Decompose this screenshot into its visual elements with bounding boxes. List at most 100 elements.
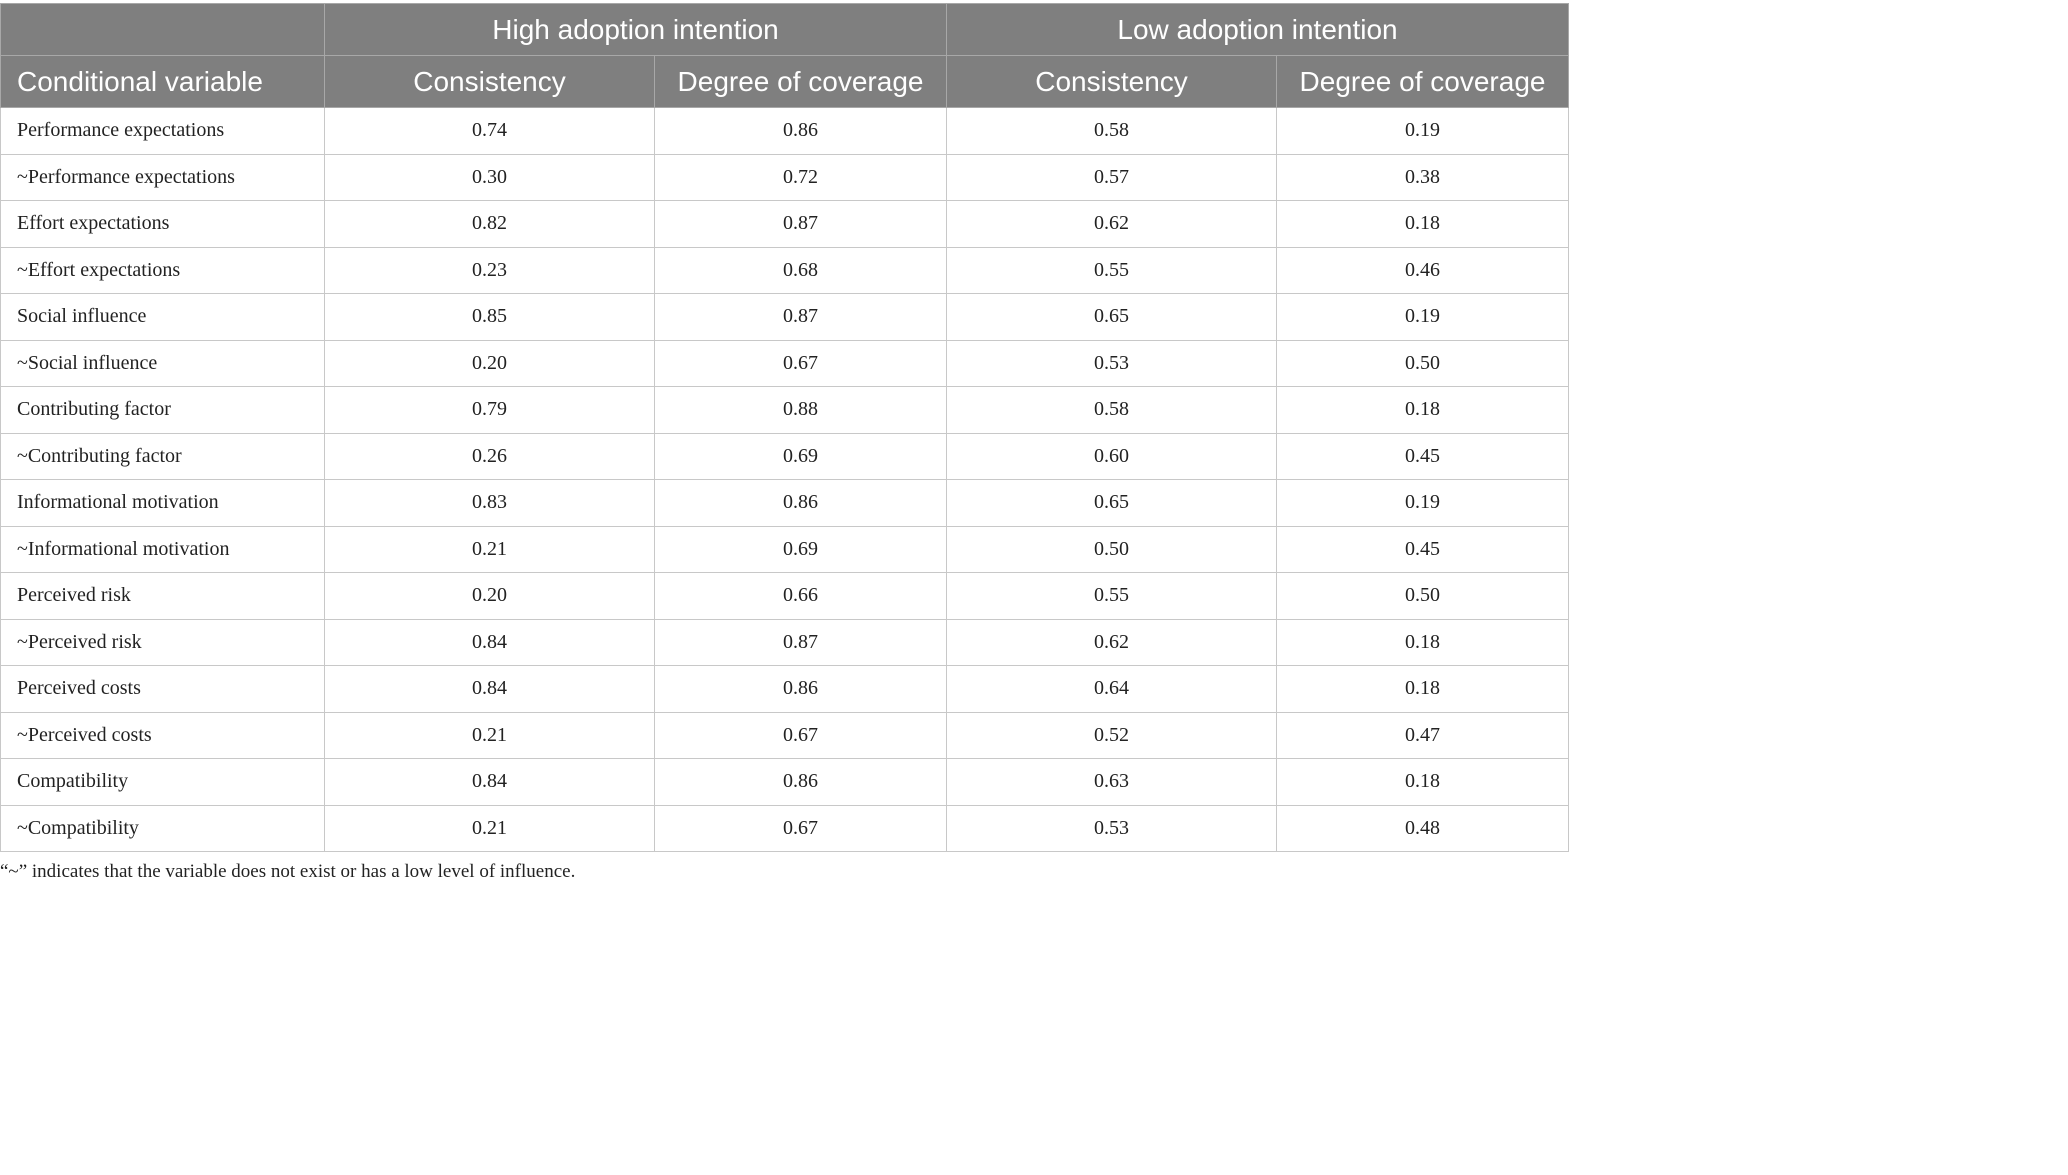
high-coverage-cell: 0.86 bbox=[653, 479, 948, 527]
high-consistency-cell: 0.21 bbox=[324, 804, 655, 852]
low-consistency-cell: 0.65 bbox=[946, 293, 1278, 341]
variable-name-cell: ~Performance expectations bbox=[0, 153, 325, 201]
table-row: ~Social influence 0.20 0.67 0.53 0.50 bbox=[0, 339, 1570, 387]
low-coverage-cell: 0.38 bbox=[1276, 153, 1570, 201]
variable-name-cell: ~Perceived costs bbox=[0, 711, 325, 759]
low-coverage-cell: 0.18 bbox=[1276, 386, 1570, 434]
table-row: ~Contributing factor 0.26 0.69 0.60 0.45 bbox=[0, 432, 1570, 480]
table-row: ~Perceived risk 0.84 0.87 0.62 0.18 bbox=[0, 618, 1570, 666]
high-consistency-cell: 0.20 bbox=[324, 572, 655, 620]
variable-name-cell: Perceived risk bbox=[0, 572, 325, 620]
low-consistency-cell: 0.50 bbox=[946, 525, 1278, 573]
table-row: Performance expectations 0.74 0.86 0.58 0.19 bbox=[0, 107, 1570, 155]
variable-name-cell: ~Perceived risk bbox=[0, 618, 325, 666]
low-coverage-cell: 0.47 bbox=[1276, 711, 1570, 759]
table-body: Performance expectations 0.74 0.86 0.58 0.19… bbox=[0, 107, 1570, 852]
low-consistency-cell: 0.58 bbox=[946, 107, 1278, 155]
data-table-container: High adoption intention Low adoption int… bbox=[0, 3, 1570, 852]
variable-name-cell: ~Social influence bbox=[0, 339, 325, 387]
table-row: Compatibility 0.84 0.86 0.63 0.18 bbox=[0, 758, 1570, 806]
high-coverage-cell: 0.67 bbox=[653, 804, 948, 852]
table-row: Effort expectations 0.82 0.87 0.62 0.18 bbox=[0, 200, 1570, 248]
low-consistency-cell: 0.62 bbox=[946, 200, 1278, 248]
group-header-blank bbox=[0, 3, 325, 56]
high-coverage-cell: 0.87 bbox=[653, 200, 948, 248]
group-header-row: High adoption intention Low adoption int… bbox=[0, 3, 1570, 56]
table-row: Social influence 0.85 0.87 0.65 0.19 bbox=[0, 293, 1570, 341]
low-coverage-cell: 0.48 bbox=[1276, 804, 1570, 852]
low-consistency-cell: 0.63 bbox=[946, 758, 1278, 806]
low-coverage-cell: 0.45 bbox=[1276, 432, 1570, 480]
table-row: Contributing factor 0.79 0.88 0.58 0.18 bbox=[0, 386, 1570, 434]
low-consistency-cell: 0.64 bbox=[946, 665, 1278, 713]
high-coverage-cell: 0.69 bbox=[653, 432, 948, 480]
table-row: Perceived risk 0.20 0.66 0.55 0.50 bbox=[0, 572, 1570, 620]
table-row: ~Performance expectations 0.30 0.72 0.57 0.3… bbox=[0, 153, 1570, 201]
low-coverage-cell: 0.19 bbox=[1276, 479, 1570, 527]
low-consistency-cell: 0.58 bbox=[946, 386, 1278, 434]
high-consistency-cell: 0.30 bbox=[324, 153, 655, 201]
table-row: ~Effort expectations 0.23 0.68 0.55 0.46 bbox=[0, 246, 1570, 294]
variable-name-cell: Informational motivation bbox=[0, 479, 325, 527]
high-coverage-cell: 0.88 bbox=[653, 386, 948, 434]
group-header-high-adoption: High adoption intention bbox=[323, 3, 948, 56]
low-coverage-cell: 0.18 bbox=[1276, 758, 1570, 806]
table-row: Perceived costs 0.84 0.86 0.64 0.18 bbox=[0, 665, 1570, 713]
high-coverage-cell: 0.87 bbox=[653, 293, 948, 341]
low-coverage-cell: 0.18 bbox=[1276, 200, 1570, 248]
table-footnote: “~” indicates that the variable does not… bbox=[0, 861, 576, 882]
high-consistency-cell: 0.21 bbox=[324, 525, 655, 573]
high-consistency-cell: 0.82 bbox=[324, 200, 655, 248]
variable-name-cell: ~Effort expectations bbox=[0, 246, 325, 294]
high-consistency-cell: 0.79 bbox=[324, 386, 655, 434]
table-row: ~Compatibility 0.21 0.67 0.53 0.48 bbox=[0, 804, 1570, 852]
column-header-high-consistency: Consistency bbox=[324, 55, 655, 108]
high-coverage-cell: 0.66 bbox=[653, 572, 948, 620]
low-consistency-cell: 0.55 bbox=[946, 572, 1278, 620]
high-consistency-cell: 0.84 bbox=[324, 758, 655, 806]
high-consistency-cell: 0.83 bbox=[324, 479, 655, 527]
table-row: ~Perceived costs 0.21 0.67 0.52 0.47 bbox=[0, 711, 1570, 759]
high-consistency-cell: 0.84 bbox=[324, 618, 655, 666]
variable-name-cell: ~Informational motivation bbox=[0, 525, 325, 573]
low-coverage-cell: 0.50 bbox=[1276, 572, 1570, 620]
column-header-high-coverage: Degree of coverage bbox=[653, 55, 948, 108]
low-consistency-cell: 0.62 bbox=[946, 618, 1278, 666]
low-consistency-cell: 0.55 bbox=[946, 246, 1278, 294]
group-header-low-adoption: Low adoption intention bbox=[946, 3, 1570, 56]
high-coverage-cell: 0.67 bbox=[653, 711, 948, 759]
high-coverage-cell: 0.68 bbox=[653, 246, 948, 294]
column-header-conditional-variable: Conditional variable bbox=[0, 55, 325, 108]
variable-name-cell: Compatibility bbox=[0, 758, 325, 806]
variable-name-cell: Contributing factor bbox=[0, 386, 325, 434]
low-consistency-cell: 0.53 bbox=[946, 804, 1278, 852]
low-coverage-cell: 0.18 bbox=[1276, 618, 1570, 666]
high-coverage-cell: 0.87 bbox=[653, 618, 948, 666]
column-header-row: Conditional variable Consistency Degree … bbox=[0, 55, 1570, 108]
low-coverage-cell: 0.46 bbox=[1276, 246, 1570, 294]
low-coverage-cell: 0.19 bbox=[1276, 107, 1570, 155]
high-coverage-cell: 0.69 bbox=[653, 525, 948, 573]
high-consistency-cell: 0.85 bbox=[324, 293, 655, 341]
high-consistency-cell: 0.26 bbox=[324, 432, 655, 480]
high-consistency-cell: 0.74 bbox=[324, 107, 655, 155]
low-coverage-cell: 0.45 bbox=[1276, 525, 1570, 573]
variable-name-cell: Performance expectations bbox=[0, 107, 325, 155]
low-consistency-cell: 0.53 bbox=[946, 339, 1278, 387]
variable-name-cell: ~Contributing factor bbox=[0, 432, 325, 480]
high-consistency-cell: 0.84 bbox=[324, 665, 655, 713]
variable-name-cell: ~Compatibility bbox=[0, 804, 325, 852]
table-header: High adoption intention Low adoption int… bbox=[0, 3, 1570, 108]
variable-name-cell: Effort expectations bbox=[0, 200, 325, 248]
high-coverage-cell: 0.86 bbox=[653, 758, 948, 806]
high-coverage-cell: 0.86 bbox=[653, 665, 948, 713]
low-coverage-cell: 0.18 bbox=[1276, 665, 1570, 713]
high-coverage-cell: 0.67 bbox=[653, 339, 948, 387]
data-table: High adoption intention Low adoption int… bbox=[0, 3, 1570, 852]
low-consistency-cell: 0.57 bbox=[946, 153, 1278, 201]
table-row: Informational motivation 0.83 0.86 0.65 0.19 bbox=[0, 479, 1570, 527]
high-consistency-cell: 0.20 bbox=[324, 339, 655, 387]
table-row: ~Informational motivation 0.21 0.69 0.50 0.4… bbox=[0, 525, 1570, 573]
column-header-low-consistency: Consistency bbox=[946, 55, 1278, 108]
high-coverage-cell: 0.72 bbox=[653, 153, 948, 201]
